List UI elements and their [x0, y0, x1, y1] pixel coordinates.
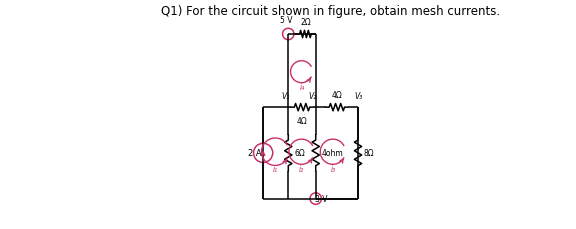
Text: 4Ω: 4Ω — [297, 116, 308, 125]
Text: 2Ω: 2Ω — [300, 18, 310, 27]
Text: i₂: i₂ — [299, 165, 304, 174]
Text: i₃: i₃ — [330, 165, 335, 174]
Text: 4ohm: 4ohm — [321, 149, 343, 158]
Text: 5 V: 5 V — [280, 16, 292, 25]
Text: 3 V: 3 V — [315, 194, 328, 203]
Text: i₁: i₁ — [272, 165, 278, 174]
Text: V₁: V₁ — [282, 92, 290, 101]
Text: 4Ω: 4Ω — [332, 91, 342, 100]
Text: V₂: V₂ — [308, 92, 316, 101]
Text: 2 A: 2 A — [248, 149, 262, 158]
Text: 6Ω: 6Ω — [294, 149, 305, 158]
Text: V₃: V₃ — [354, 92, 363, 101]
Text: Q1) For the circuit shown in figure, obtain mesh currents.: Q1) For the circuit shown in figure, obt… — [161, 5, 501, 18]
Text: 8Ω: 8Ω — [363, 149, 374, 158]
Text: i₄: i₄ — [300, 83, 305, 92]
